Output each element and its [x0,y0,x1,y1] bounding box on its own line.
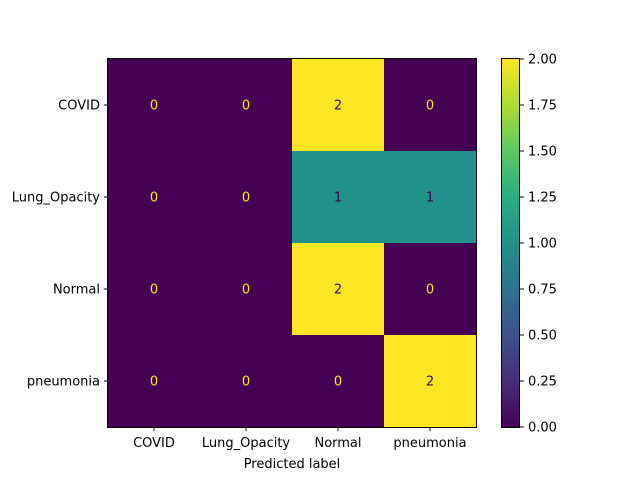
cell-value-label: 0 [242,283,250,298]
heatmap-cell [292,243,385,336]
cell-value-label: 0 [150,191,158,206]
x-tick-label: Normal [314,436,361,451]
y-tick-label: COVID [58,99,100,114]
colorbar-tick-label: 1.00 [528,237,557,252]
colorbar-tick-label: 1.75 [528,99,557,114]
colorbar-tick-label: 1.50 [528,145,557,160]
heatmap-cell [292,335,385,428]
heatmap-cell [384,151,477,244]
cell-value-label: 1 [426,191,434,206]
colorbar-tick-label: 0.75 [528,283,557,298]
heatmap-cell [384,335,477,428]
heatmap-cell [384,243,477,336]
cell-value-label: 0 [426,99,434,114]
heatmap-cell [292,151,385,244]
heatmap-cells [108,59,477,428]
heatmap-cell [108,243,201,336]
cell-value-label: 2 [334,283,342,298]
y-axis-ticks: COVID Lung_Opacity Normal pneumonia [12,99,108,390]
cell-value-label: 0 [242,375,250,390]
cell-value-label: 0 [242,99,250,114]
colorbar-tick-label: 2.00 [528,53,557,68]
x-tick-label: COVID [133,436,175,451]
x-axis-ticks: COVID Lung_Opacity Normal pneumonia [133,427,467,451]
y-tick-label: pneumonia [27,375,100,390]
heatmap-cell-labels: 0 0 2 0 0 0 1 1 0 0 2 0 0 0 0 2 [150,99,434,390]
y-tick-label: Normal [53,283,100,298]
cell-value-label: 0 [426,283,434,298]
heatmap-cell [200,59,293,152]
heatmap-cell [384,59,477,152]
heatmap-cell [108,335,201,428]
colorbar-ticks: 0.00 0.25 0.50 0.75 1.00 1.25 1.50 1.75 2.00 [520,53,557,436]
y-tick-label: Lung_Opacity [12,191,101,206]
heatmap-cell [108,59,201,152]
cell-value-label: 1 [334,191,342,206]
heatmap-cell [108,151,201,244]
heatmap-cell [200,243,293,336]
colorbar-tick-label: 1.25 [528,191,557,206]
colorbar-tick-label: 0.25 [528,375,557,390]
x-tick-label: Lung_Opacity [202,436,291,451]
cell-value-label: 0 [334,375,342,390]
colorbar-tick-label: 0.00 [528,421,557,436]
x-axis-label: Predicted label [244,457,341,472]
heatmap-cell [200,151,293,244]
cell-value-label: 0 [242,191,250,206]
cell-value-label: 2 [334,99,342,114]
cell-value-label: 2 [426,375,434,390]
cell-value-label: 0 [150,99,158,114]
colorbar-tick-label: 0.50 [528,329,557,344]
plot-frame [107,58,477,428]
cell-value-label: 0 [150,375,158,390]
x-tick-label: pneumonia [393,436,466,451]
heatmap-cell [292,59,385,152]
cell-value-label: 0 [150,283,158,298]
colorbar [501,58,520,428]
heatmap-cell [200,335,293,428]
